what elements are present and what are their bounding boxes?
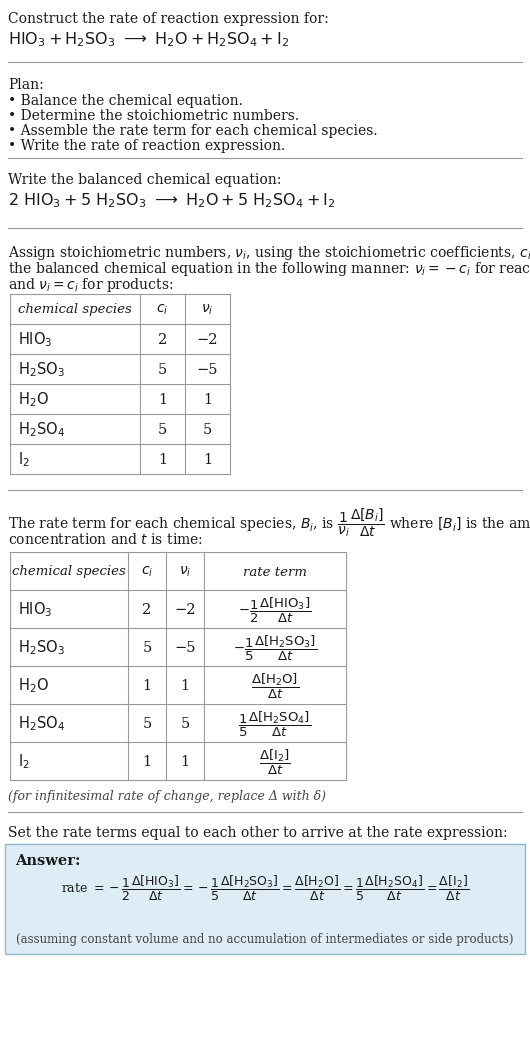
Text: rate $= -\dfrac{1}{2}\dfrac{\Delta[\mathrm{HIO_3}]}{\Delta t} = -\dfrac{1}{5}\df: rate $= -\dfrac{1}{2}\dfrac{\Delta[\math…	[61, 873, 469, 903]
Text: $\mathrm{H_2SO_3}$: $\mathrm{H_2SO_3}$	[18, 361, 65, 380]
Text: 5: 5	[158, 363, 167, 377]
Text: $c_i$: $c_i$	[141, 565, 153, 579]
Text: $\mathrm{H_2SO_3}$: $\mathrm{H_2SO_3}$	[18, 639, 65, 657]
Text: $\mathrm{HIO_3}$: $\mathrm{HIO_3}$	[18, 331, 52, 349]
Text: 1: 1	[203, 393, 212, 407]
Text: chemical species: chemical species	[12, 566, 126, 578]
Text: $\mathrm{H_2SO_4}$: $\mathrm{H_2SO_4}$	[18, 714, 65, 733]
Text: $\dfrac{\Delta[\mathrm{H_2O}]}{\Delta t}$: $\dfrac{\Delta[\mathrm{H_2O}]}{\Delta t}…	[251, 672, 299, 701]
Text: $\mathrm{I_2}$: $\mathrm{I_2}$	[18, 451, 30, 470]
Text: −5: −5	[174, 641, 196, 655]
Text: $\mathrm{H_2SO_4}$: $\mathrm{H_2SO_4}$	[18, 420, 65, 439]
Text: and $\nu_i = c_i$ for products:: and $\nu_i = c_i$ for products:	[8, 276, 173, 294]
Text: $\mathrm{H_2O}$: $\mathrm{H_2O}$	[18, 677, 49, 696]
Text: • Balance the chemical equation.: • Balance the chemical equation.	[8, 94, 243, 108]
Text: • Write the rate of reaction expression.: • Write the rate of reaction expression.	[8, 139, 285, 153]
Text: $c_i$: $c_i$	[156, 302, 169, 317]
Text: Plan:: Plan:	[8, 78, 44, 92]
Text: 1: 1	[203, 453, 212, 467]
Text: −5: −5	[197, 363, 218, 377]
Text: $-\dfrac{1}{2}\dfrac{\Delta[\mathrm{HIO_3}]}{\Delta t}$: $-\dfrac{1}{2}\dfrac{\Delta[\mathrm{HIO_…	[238, 595, 312, 624]
Text: Set the rate terms equal to each other to arrive at the rate expression:: Set the rate terms equal to each other t…	[8, 826, 508, 840]
Text: Construct the rate of reaction expression for:: Construct the rate of reaction expressio…	[8, 12, 329, 26]
Text: 5: 5	[158, 423, 167, 437]
Text: $\mathrm{2\ HIO_3 + 5\ H_2SO_3 \ \longrightarrow \ H_2O + 5\ H_2SO_4 + I_2}$: $\mathrm{2\ HIO_3 + 5\ H_2SO_3 \ \longri…	[8, 191, 335, 209]
Text: rate term: rate term	[243, 566, 307, 578]
Text: $\dfrac{1}{5}\dfrac{\Delta[\mathrm{H_2SO_4}]}{\Delta t}$: $\dfrac{1}{5}\dfrac{\Delta[\mathrm{H_2SO…	[238, 709, 312, 738]
Text: $-\dfrac{1}{5}\dfrac{\Delta[\mathrm{H_2SO_3}]}{\Delta t}$: $-\dfrac{1}{5}\dfrac{\Delta[\mathrm{H_2S…	[233, 634, 317, 662]
Text: −2: −2	[174, 602, 196, 617]
Text: $\mathrm{HIO_3}$: $\mathrm{HIO_3}$	[18, 600, 52, 619]
Text: 1: 1	[143, 679, 152, 693]
Text: 1: 1	[180, 679, 190, 693]
Text: $\mathrm{I_2}$: $\mathrm{I_2}$	[18, 753, 30, 771]
Text: 2: 2	[158, 333, 167, 347]
Text: 1: 1	[180, 755, 190, 769]
Text: $\nu_i$: $\nu_i$	[201, 302, 214, 317]
Text: 1: 1	[143, 755, 152, 769]
Text: 5: 5	[180, 717, 190, 731]
Text: The rate term for each chemical species, $B_i$, is $\dfrac{1}{\nu_i}\dfrac{\Delt: The rate term for each chemical species,…	[8, 506, 530, 539]
Text: chemical species: chemical species	[18, 303, 132, 317]
Text: (for infinitesimal rate of change, replace Δ with δ): (for infinitesimal rate of change, repla…	[8, 790, 326, 803]
Text: Answer:: Answer:	[15, 854, 81, 868]
Text: 5: 5	[203, 423, 212, 437]
Bar	[5, 844, 525, 954]
Text: • Assemble the rate term for each chemical species.: • Assemble the rate term for each chemic…	[8, 124, 377, 138]
Text: 1: 1	[158, 453, 167, 467]
Text: • Determine the stoichiometric numbers.: • Determine the stoichiometric numbers.	[8, 109, 299, 123]
Text: $\mathrm{H_2O}$: $\mathrm{H_2O}$	[18, 390, 49, 409]
Text: 5: 5	[143, 717, 152, 731]
Text: (assuming constant volume and no accumulation of intermediates or side products): (assuming constant volume and no accumul…	[16, 933, 514, 947]
Text: $\nu_i$: $\nu_i$	[179, 565, 191, 579]
Text: 1: 1	[158, 393, 167, 407]
Text: Assign stoichiometric numbers, $\nu_i$, using the stoichiometric coefficients, $: Assign stoichiometric numbers, $\nu_i$, …	[8, 244, 530, 262]
Text: 5: 5	[143, 641, 152, 655]
Text: the balanced chemical equation in the following manner: $\nu_i = -c_i$ for react: the balanced chemical equation in the fo…	[8, 260, 530, 278]
Text: concentration and $t$ is time:: concentration and $t$ is time:	[8, 532, 203, 547]
Text: $\dfrac{\Delta[\mathrm{I_2}]}{\Delta t}$: $\dfrac{\Delta[\mathrm{I_2}]}{\Delta t}$	[259, 748, 291, 776]
Text: 2: 2	[143, 602, 152, 617]
Text: −2: −2	[197, 333, 218, 347]
Text: $\mathrm{HIO_3 + H_2SO_3 \ \longrightarrow \ H_2O + H_2SO_4 + I_2}$: $\mathrm{HIO_3 + H_2SO_3 \ \longrightarr…	[8, 30, 289, 49]
Text: Write the balanced chemical equation:: Write the balanced chemical equation:	[8, 173, 281, 187]
